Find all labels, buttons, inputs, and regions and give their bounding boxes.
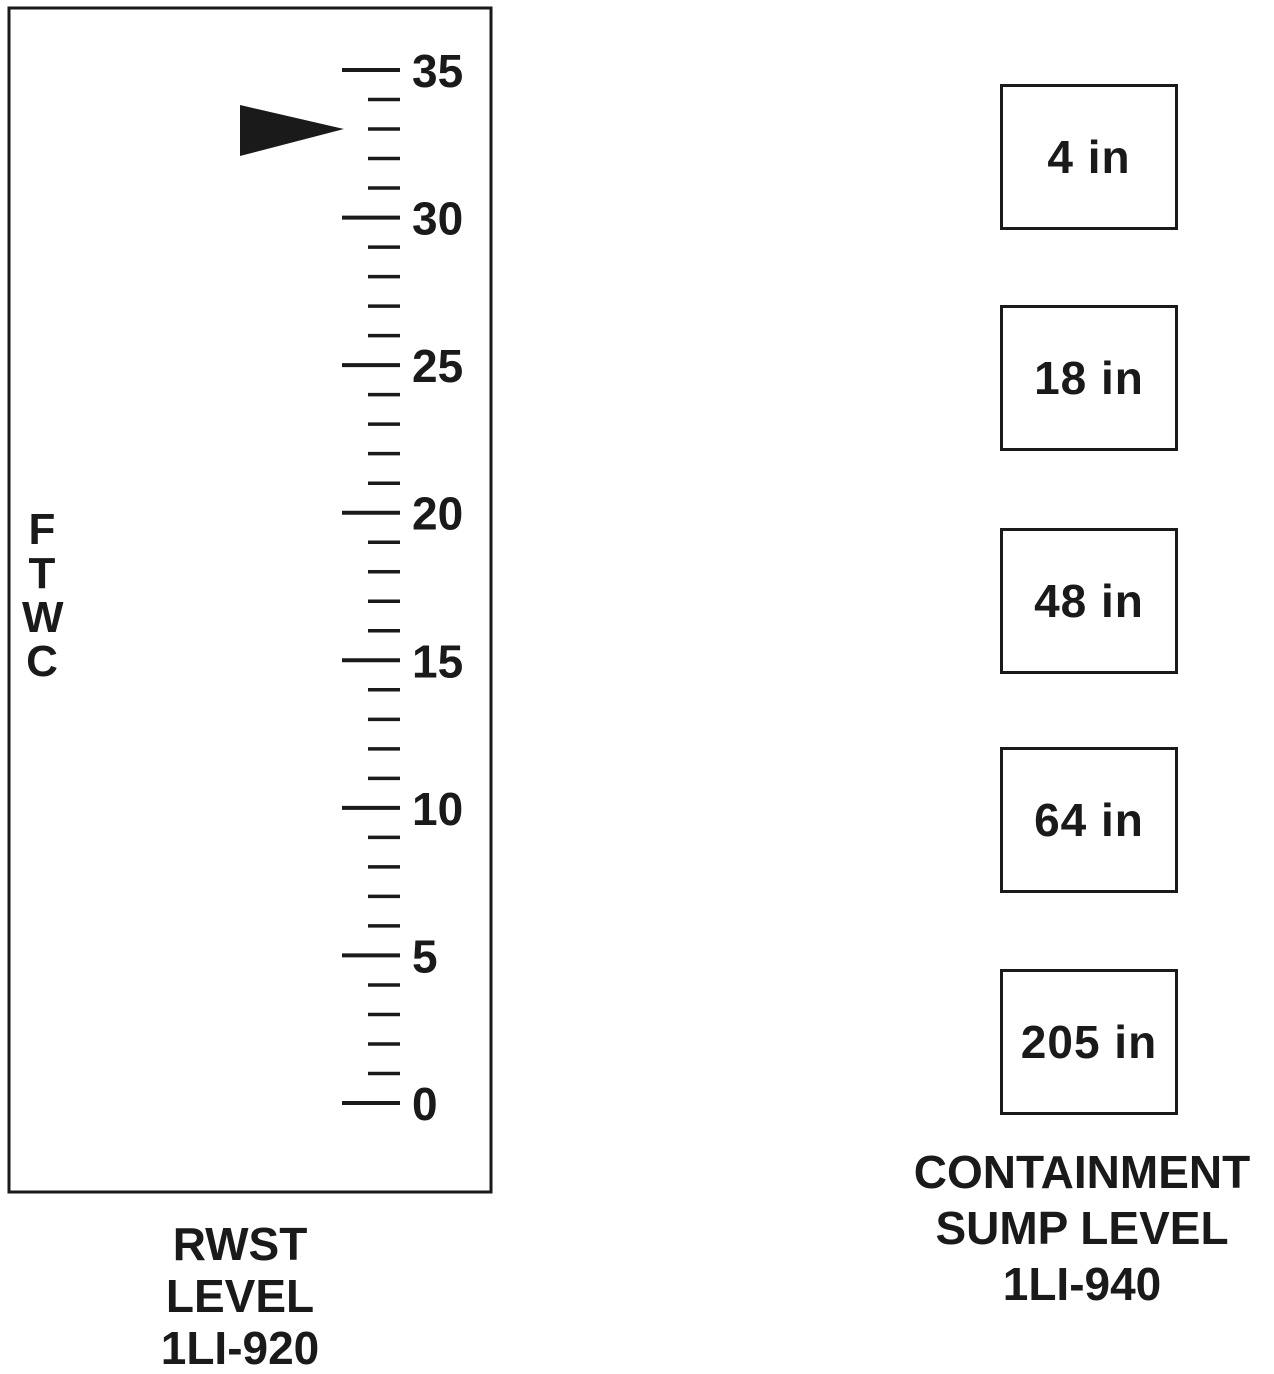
tick-label: 35: [412, 45, 463, 97]
rwst-label-id: 1LI-920: [160, 1322, 320, 1374]
sump-reading-box: 18 in: [1000, 305, 1178, 451]
tick-label: 0: [412, 1078, 438, 1130]
ftwc-letter: W: [22, 593, 64, 642]
sump-reading-box: 205 in: [1000, 969, 1178, 1115]
tick-label: 25: [412, 340, 463, 392]
gauge-frame: [7, 6, 493, 1194]
tick-label: 30: [412, 193, 463, 245]
gauge-tick-labels: 0 5 10 15 20 25 30 35: [412, 45, 463, 1130]
tick-label: 5: [412, 930, 438, 982]
tick-label: 20: [412, 488, 463, 540]
ftwc-letter: F: [28, 505, 56, 554]
sump-label-id: 1LI-940: [1002, 1258, 1162, 1310]
sump-label-level: SUMP LEVEL: [935, 1202, 1229, 1254]
rwst-level-gauge: 0 5 10 15 20 25 30 35: [7, 6, 493, 1194]
sump-reading-box: 48 in: [1000, 528, 1178, 674]
tick-label: 10: [412, 783, 463, 835]
sump-reading-box: 4 in: [1000, 84, 1178, 230]
ftwc-letter: C: [26, 637, 58, 686]
tick-label: 15: [412, 635, 463, 687]
level-pointer-icon: [240, 105, 344, 157]
sump-label-title: CONTAINMENT: [913, 1146, 1251, 1198]
rwst-label-level: LEVEL: [165, 1270, 315, 1322]
ftwc-letter: T: [28, 549, 56, 598]
ftwc-label: F T W C: [22, 505, 64, 686]
sump-reading-box: 64 in: [1000, 747, 1178, 893]
rwst-label-title: RWST: [172, 1218, 308, 1270]
gauge-ticks: [342, 68, 400, 1105]
